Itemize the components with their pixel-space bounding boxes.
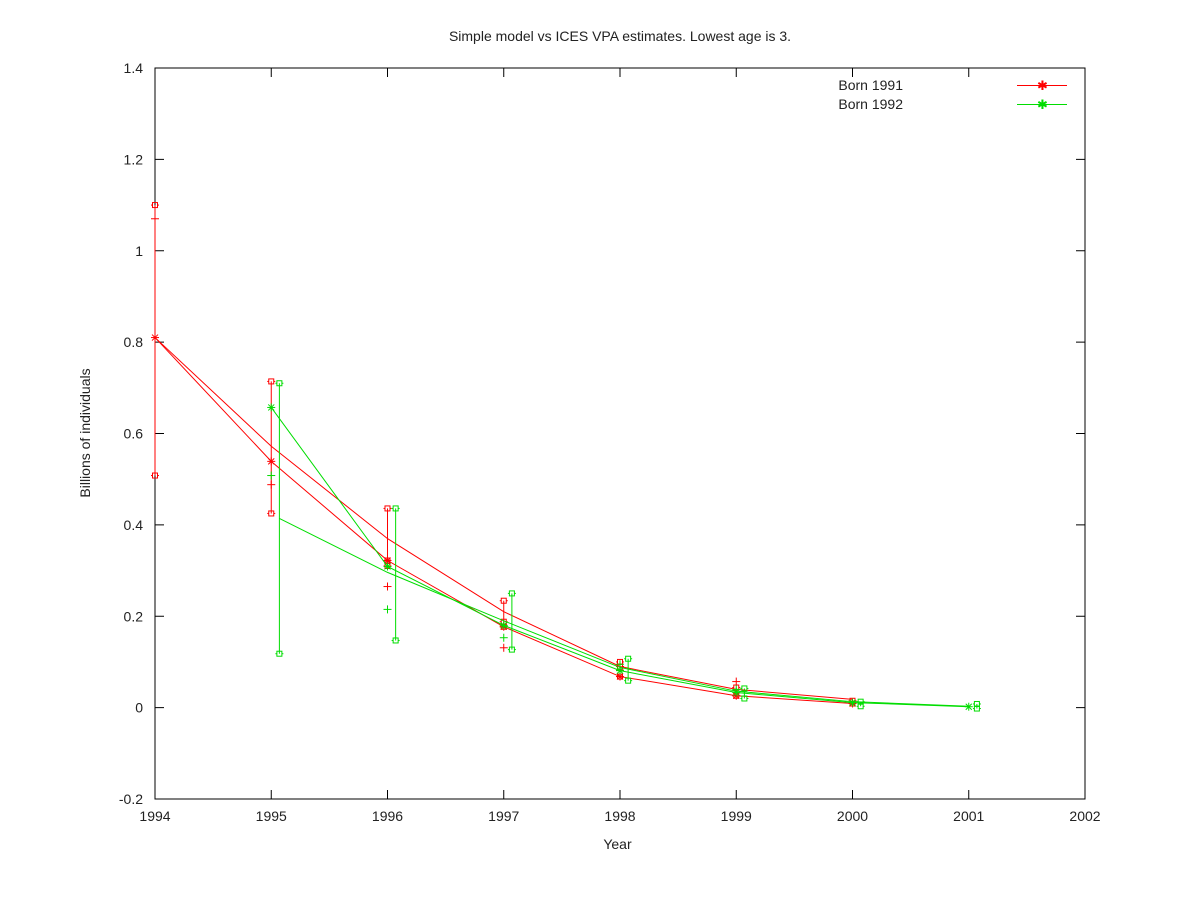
star-marker: [383, 562, 392, 571]
y-tick-label: 1: [135, 243, 143, 259]
plus-marker: [267, 480, 276, 489]
y-tick-label: -0.2: [119, 791, 143, 807]
star-stroke: [267, 404, 275, 411]
star-marker: [383, 556, 392, 565]
plus-marker: [499, 633, 508, 642]
plot-border: [154, 67, 1086, 800]
x-tick-label: 2002: [1069, 808, 1100, 824]
star-stroke: [616, 673, 624, 680]
star-stroke: [732, 689, 740, 696]
star-marker: [732, 688, 741, 697]
star-marker: [267, 457, 276, 466]
x-tick-label: 2001: [953, 808, 984, 824]
star-marker-icon: ✱: [1037, 78, 1048, 93]
star-marker: [848, 698, 857, 707]
legend-label: Born 1992: [838, 96, 903, 112]
x-tick-label: 1997: [488, 808, 519, 824]
star-stroke: [267, 458, 275, 465]
star-marker: [499, 621, 508, 630]
plus-marker: [383, 582, 392, 591]
plus-marker: [732, 677, 741, 686]
y-tick-label: 0.8: [124, 334, 144, 350]
chart-title: Simple model vs ICES VPA estimates. Lowe…: [448, 28, 792, 44]
y-tick-label: 0.4: [124, 517, 144, 533]
legend-swatch: [1017, 85, 1067, 86]
y-tick-label: 1.2: [124, 151, 144, 167]
x-tick-label: 1994: [139, 808, 170, 824]
y-tick-label: 0: [135, 700, 143, 716]
plus-marker: [151, 214, 159, 223]
plus-marker: [267, 471, 276, 480]
plot-series: [151, 202, 981, 712]
star-marker: [616, 666, 624, 675]
star-stroke: [965, 703, 973, 711]
x-tick-label: 1998: [604, 808, 635, 824]
star-stroke: [849, 699, 856, 706]
star-stroke: [151, 334, 159, 341]
x-tick-label: 1996: [372, 808, 403, 824]
star-marker-icon: ✱: [1037, 97, 1048, 112]
star-marker: [267, 403, 276, 412]
star-marker: [964, 702, 973, 711]
star-marker: [151, 333, 159, 342]
star-stroke: [500, 622, 508, 629]
x-tick-label: 1999: [721, 808, 752, 824]
y-tick-label: 0.2: [124, 608, 144, 624]
y-axis-label: Billions of individuals: [77, 368, 93, 498]
y-tick-label: 1.4: [124, 60, 144, 76]
x-tick-label: 1995: [256, 808, 287, 824]
legend-label: Born 1991: [838, 77, 903, 93]
star-stroke: [384, 563, 391, 570]
x-axis-label: Year: [603, 836, 632, 852]
plot-axes: 1994 1995 1996 1997 1998 1999 2000 2001 2002 -0.2…: [119, 60, 1101, 824]
star-stroke: [384, 557, 391, 564]
plus-marker: [499, 643, 508, 652]
y-tick-label: 0.6: [124, 426, 144, 442]
model-line: [279, 518, 969, 707]
x-tick-label: 2000: [837, 808, 868, 824]
star-stroke: [616, 667, 624, 674]
plus-marker: [383, 605, 392, 614]
legend-swatch: [1017, 104, 1067, 105]
